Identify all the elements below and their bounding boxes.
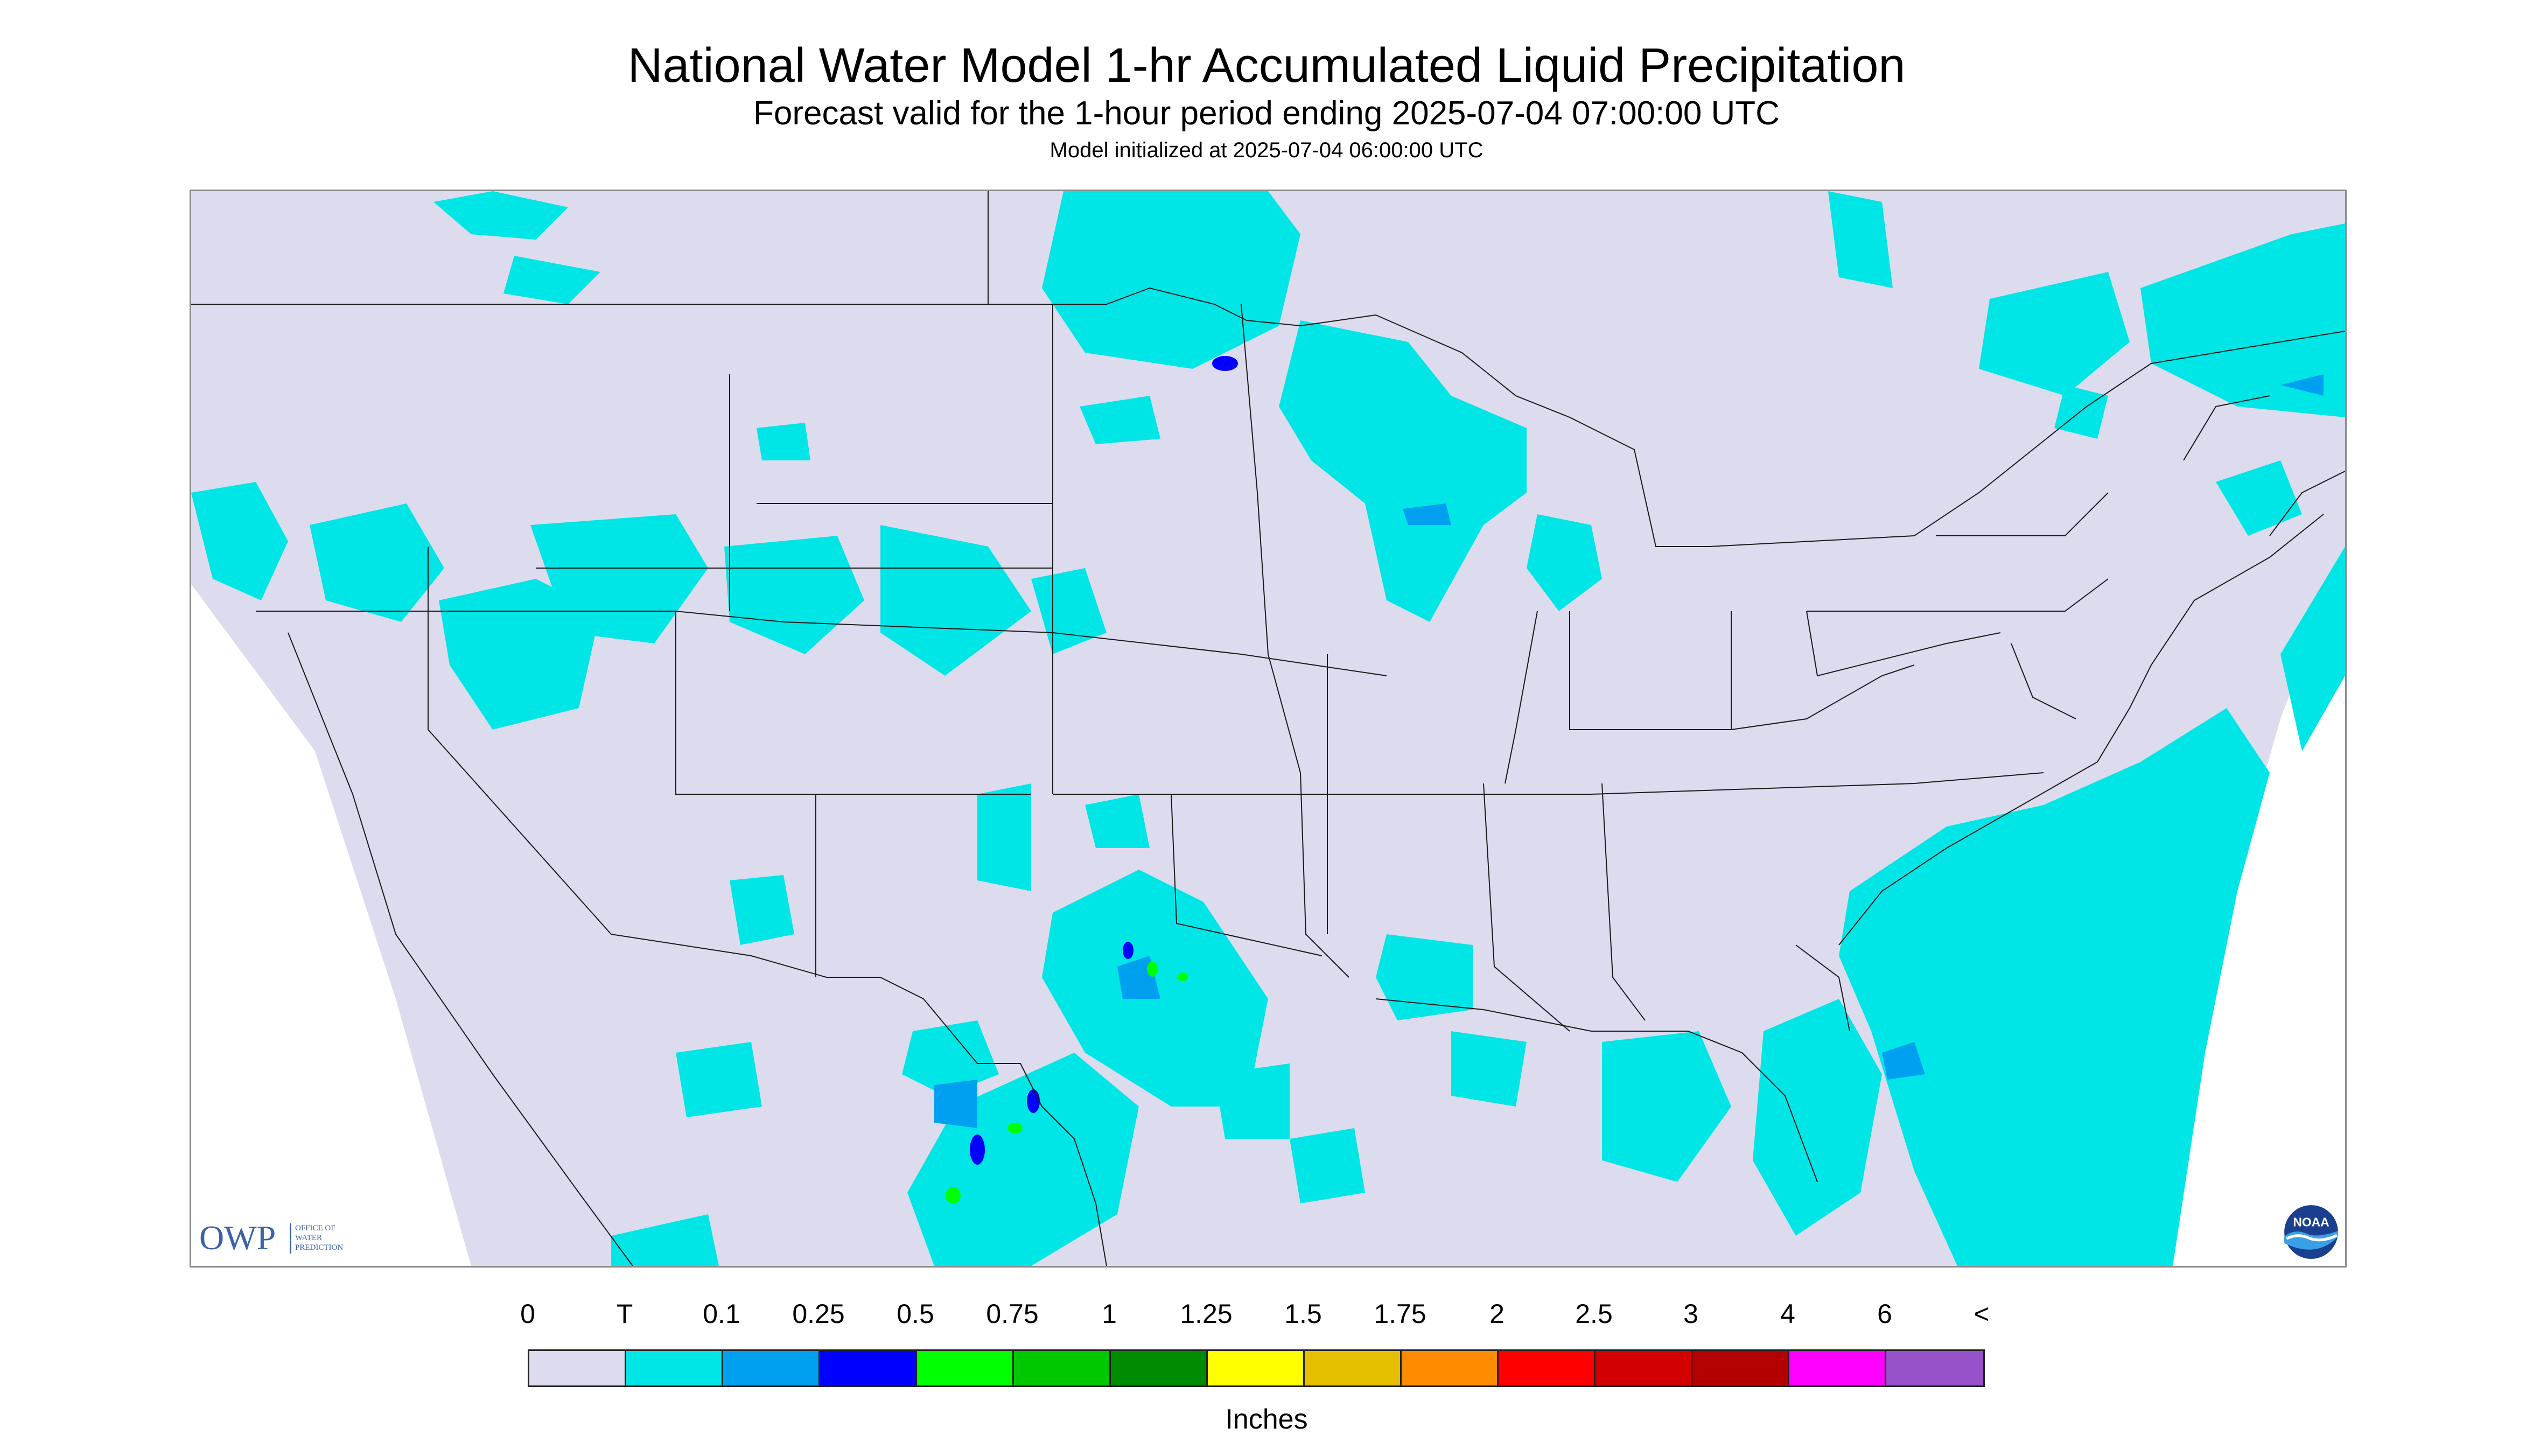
legend-label: 0.25 <box>792 1299 845 1329</box>
model-init-time: Model initialized at 2025-07-04 06:00:00… <box>1049 138 1484 162</box>
precip-moderate-areas <box>970 356 1238 1165</box>
legend-label: 1.5 <box>1284 1299 1322 1329</box>
owp-line-3: PREDICTION <box>295 1243 344 1252</box>
legend-label: 0.5 <box>897 1299 934 1329</box>
noaa-logo-text: NOAA <box>2293 1215 2329 1229</box>
legend-labels: 0 T 0.1 0.25 0.5 0.75 1 1.25 1.5 1.75 2 2.5 3 4 6 < <box>0 1298 2533 1335</box>
legend-swatch <box>723 1351 820 1385</box>
legend-swatch <box>1499 1351 1596 1385</box>
legend-label: 2 <box>1489 1299 1505 1329</box>
legend-label: 0.1 <box>703 1299 740 1329</box>
legend-label: 0.75 <box>986 1299 1039 1329</box>
political-boundaries <box>191 191 2345 1266</box>
map-title: National Water Model 1-hr Accumulated Li… <box>627 39 1906 93</box>
noaa-logo: NOAA <box>2284 1205 2338 1259</box>
map-subtitle: Forecast valid for the 1-hour period end… <box>753 95 1780 132</box>
legend-swatch <box>1402 1351 1499 1385</box>
legend-swatch <box>1111 1351 1208 1385</box>
map-canvas <box>191 191 2345 1266</box>
legend-label: 2.5 <box>1575 1299 1613 1329</box>
legend-swatch <box>1596 1351 1692 1385</box>
legend-swatch <box>1208 1351 1305 1385</box>
legend-label: 3 <box>1683 1299 1698 1329</box>
legend-unit: Inches <box>1225 1404 1308 1435</box>
legend-swatch <box>1014 1351 1111 1385</box>
owp-line-1: OFFICE OF <box>295 1224 335 1233</box>
legend-swatch <box>1789 1351 1886 1385</box>
legend-swatch <box>529 1351 626 1385</box>
legend-label: 1.25 <box>1180 1299 1233 1329</box>
owp-logo-divider <box>290 1223 291 1254</box>
owp-line-2: WATER <box>295 1234 322 1242</box>
legend-colorbar <box>528 1349 1985 1387</box>
legend-label: 4 <box>1780 1299 1795 1329</box>
owp-letters: OWP <box>199 1219 276 1257</box>
legend-swatch <box>1692 1351 1789 1385</box>
precip-heavy-areas <box>946 962 1188 1204</box>
legend-label: < <box>1974 1299 1990 1329</box>
precipitation-map <box>190 190 2347 1268</box>
legend-label: 1.75 <box>1374 1299 1426 1329</box>
legend-swatch <box>1886 1351 1983 1385</box>
legend-label: 0 <box>520 1299 535 1329</box>
legend-swatch <box>626 1351 723 1385</box>
owp-subtitle: OFFICE OF WATER PREDICTION <box>295 1223 343 1252</box>
legend-swatch <box>1305 1351 1402 1385</box>
legend-swatch <box>820 1351 917 1385</box>
legend-label: T <box>616 1299 633 1329</box>
legend-swatch <box>917 1351 1014 1385</box>
legend-label: 1 <box>1102 1299 1117 1329</box>
legend-label: 6 <box>1877 1299 1892 1329</box>
